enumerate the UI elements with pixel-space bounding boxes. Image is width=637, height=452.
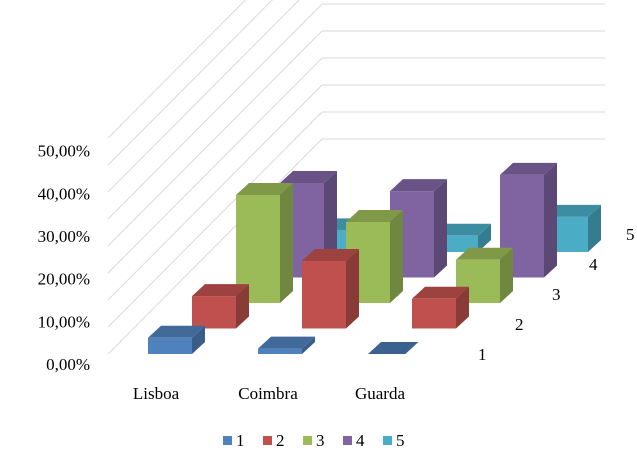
bar-side (390, 210, 403, 303)
legend-item: 5 (383, 431, 405, 450)
gridline-side (107, 84, 323, 301)
bar-side (346, 249, 359, 329)
bar-side (456, 286, 469, 329)
gridline-side (107, 3, 323, 220)
bar-front (412, 298, 456, 329)
legend-item: 2 (263, 431, 285, 450)
depth-tick-label: 3 (552, 285, 561, 304)
bar-top (192, 284, 249, 297)
legend-item: 4 (343, 431, 365, 450)
depth-tick-label: 4 (589, 255, 598, 274)
y-tick-label: 0,00% (46, 355, 90, 374)
bar-side (500, 247, 513, 303)
gridline-side (107, 0, 273, 166)
bar-side (434, 179, 447, 278)
bar-top (456, 247, 513, 260)
bar-top (236, 183, 293, 195)
legend-item: 3 (303, 431, 325, 450)
bar-top (148, 325, 205, 338)
legend-label: 4 (356, 431, 365, 450)
bar-top (368, 342, 419, 354)
bar-1-coimbra (258, 336, 315, 354)
x-axis-tick-labels: Lisboa Coimbra Guarda (133, 384, 406, 403)
gridline-side (107, 0, 300, 193)
depth-tick-label: 2 (515, 315, 524, 334)
y-tick-label: 10,00% (38, 312, 90, 331)
bar-top (412, 286, 469, 299)
bar-front (148, 337, 192, 354)
bar-side (302, 336, 315, 354)
y-tick-label: 20,00% (38, 270, 90, 289)
gridlines (107, 0, 605, 355)
x-tick-label: Lisboa (133, 384, 180, 403)
bar-top (258, 336, 315, 349)
legend-item: 1 (223, 431, 245, 450)
bar-front (192, 296, 236, 329)
y-axis-tick-labels: 0,00% 10,00% 20,00% 30,00% 40,00% 50,00% (38, 142, 90, 374)
y-tick-label: 40,00% (38, 184, 90, 203)
x-tick-label: Guarda (355, 384, 405, 403)
legend-label: 3 (316, 431, 325, 450)
bar-top (390, 179, 447, 192)
y-tick-label: 30,00% (38, 227, 90, 246)
gridline-side (107, 138, 323, 355)
bar-side (192, 325, 205, 354)
bar-top (302, 249, 359, 261)
gridline-side (107, 0, 247, 139)
bar-side (236, 284, 249, 329)
bar-2-coimbra (302, 249, 359, 329)
bar-side (588, 204, 601, 252)
bar-top (346, 210, 403, 222)
depth-tick-label: 1 (478, 345, 487, 364)
legend-label: 2 (276, 431, 285, 450)
bar-1-lisboa (148, 325, 205, 354)
legend-label: 1 (236, 431, 245, 450)
y-tick-label: 50,00% (38, 142, 90, 161)
bar-top (500, 162, 557, 175)
bar-front (258, 348, 302, 354)
legend: 1 2 3 4 5 (223, 431, 405, 450)
gridline-side (107, 111, 323, 328)
bar-1-guarda (368, 342, 419, 354)
bars (148, 162, 601, 354)
bar-top (280, 171, 337, 183)
bar-side (544, 162, 557, 278)
bar-3-lisboa (236, 183, 293, 303)
bar-2-guarda (412, 286, 469, 329)
bar-4-guarda (500, 162, 557, 278)
bar-front (302, 261, 346, 329)
bar-side (280, 183, 293, 303)
bar-top (544, 204, 601, 217)
legend-label: 5 (396, 431, 405, 450)
legend-swatch (383, 436, 392, 445)
legend-swatch (263, 436, 272, 445)
legend-swatch (343, 436, 352, 445)
bar-3-guarda (456, 247, 513, 303)
legend-swatch (303, 436, 312, 445)
bar-side (478, 223, 491, 252)
legend-swatch (223, 436, 232, 445)
bar-2-lisboa (192, 284, 249, 329)
gridline-side (107, 30, 323, 247)
depth-tick-label: 5 (626, 225, 635, 244)
gridline-side (107, 57, 323, 274)
x-tick-label: Coimbra (238, 384, 298, 403)
bar-top (434, 223, 491, 236)
depth-axis-tick-labels: 1 2 3 4 5 (478, 225, 635, 364)
